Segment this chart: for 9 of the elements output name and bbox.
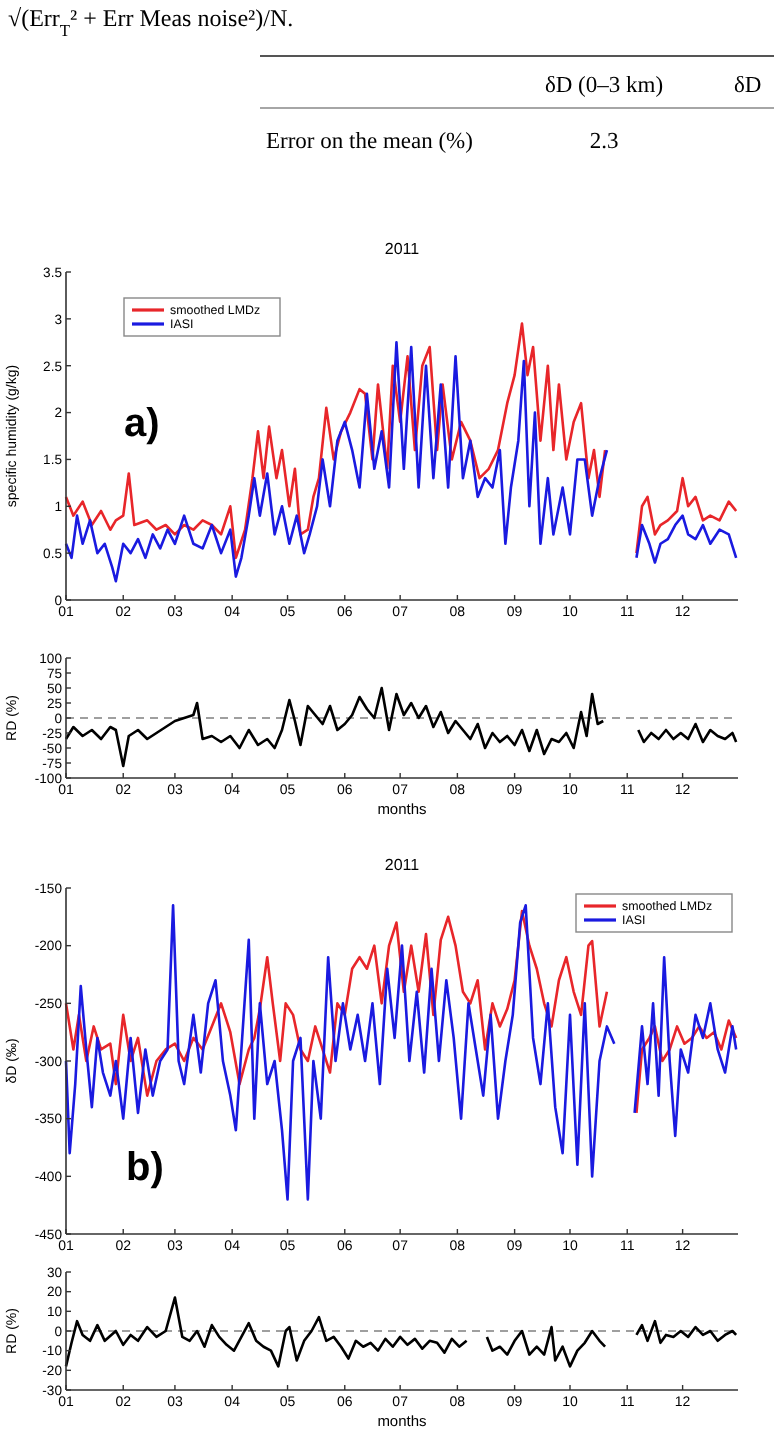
text: δD [734, 74, 762, 98]
chart-title: 2011 [384, 240, 421, 258]
text: δD (0–3 km) [544, 74, 664, 98]
annotation: a) [124, 402, 160, 446]
text: √(Err$_{T}$² + Err Meas noise²)/N. [8, 4, 294, 39]
annotation: b) [126, 1146, 164, 1190]
chart-title: 2011 [384, 856, 421, 874]
text: 2.3 [589, 130, 619, 154]
text: Error on the mean (%) [266, 130, 474, 154]
